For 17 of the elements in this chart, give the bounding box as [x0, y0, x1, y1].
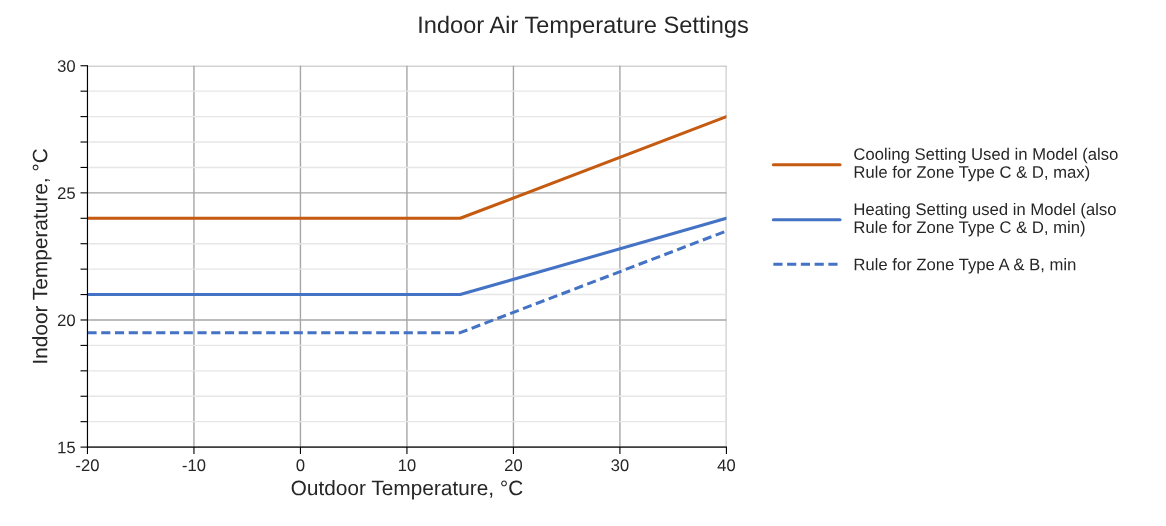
chart-title: Indoor Air Temperature Settings — [419, 15, 748, 38]
x-axis-title: Outdoor Temperature, °C — [291, 480, 523, 500]
x-tick-label: -10 — [182, 459, 206, 472]
legend-label: Cooling Setting Used in Model (also Rule for Zone Type C & D, max) — [854, 147, 1118, 182]
y-tick-label: 25 — [57, 187, 75, 200]
y-axis-title: Indoor Temperature, °C — [32, 149, 52, 363]
legend-label: Rule for Zone Type A & B, min — [854, 258, 1076, 274]
x-tick-label: 20 — [505, 459, 523, 472]
x-tick-label: 30 — [611, 459, 629, 472]
x-tick-label: 0 — [296, 459, 305, 472]
x-tick-label: 10 — [398, 459, 416, 472]
y-tick-label: 15 — [58, 441, 75, 454]
y-tick-label: 20 — [57, 314, 75, 327]
legend-label: Heating Setting used in Model (also Rule for Zone Type C & D, min) — [854, 202, 1116, 237]
y-tick-label: 30 — [57, 60, 75, 72]
x-tick-label: -20 — [76, 459, 99, 472]
x-tick-label: 40 — [717, 459, 736, 472]
